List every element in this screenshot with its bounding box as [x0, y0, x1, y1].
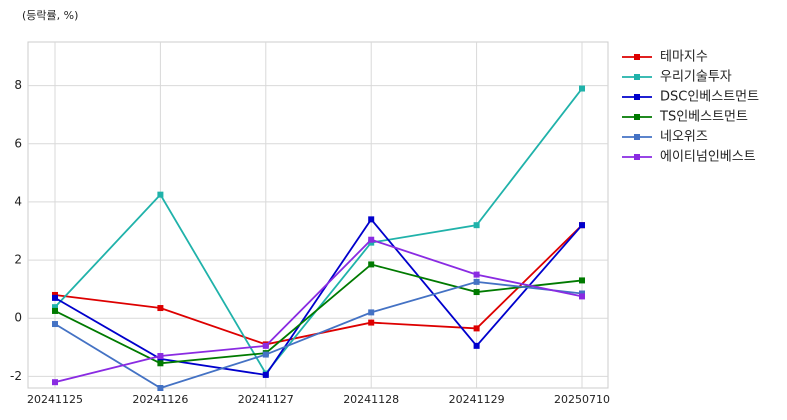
point: [52, 304, 58, 311]
legend-marker: [634, 114, 640, 120]
point: [262, 351, 269, 358]
legend-marker: [634, 154, 640, 160]
y-axis-label: (등락률, %): [22, 9, 78, 22]
legend-label: TS인베스트먼트: [659, 110, 748, 125]
legend-label: 네오위즈: [660, 130, 708, 145]
point: [368, 319, 375, 326]
legend-marker: [634, 74, 640, 80]
legend-label: 테마지수: [660, 50, 708, 65]
point: [157, 305, 164, 312]
x-tick-label: 20250710: [554, 393, 610, 406]
point: [157, 385, 164, 391]
series-line: [54, 280, 583, 389]
legend-label: 에이티넘인베스트: [660, 150, 756, 165]
y-tick-label: -2: [10, 369, 22, 383]
point: [579, 277, 585, 284]
series-line: [54, 217, 583, 376]
series-line: [54, 87, 583, 376]
point: [262, 371, 269, 378]
point: [579, 85, 585, 92]
point: [473, 222, 480, 229]
legend-marker: [634, 94, 640, 100]
point: [473, 325, 480, 332]
point: [368, 236, 375, 243]
y-tick-label: 8: [14, 78, 22, 92]
point: [52, 321, 58, 328]
plot-frame: [27, 41, 609, 389]
point: [579, 293, 585, 300]
series-line: [54, 238, 583, 384]
point: [262, 342, 269, 349]
point: [52, 307, 58, 314]
point: [157, 353, 164, 360]
point: [579, 222, 585, 229]
legend-label: DSC인베스트먼트: [660, 90, 759, 105]
x-tick-label: 20241126: [132, 393, 188, 406]
y-tick-label: 6: [14, 136, 22, 150]
point: [473, 342, 480, 349]
x-tick-label: 20241128: [343, 393, 399, 406]
legend-label: 우리기술투자: [660, 70, 732, 85]
point: [157, 191, 164, 198]
point: [52, 294, 58, 301]
point: [473, 278, 480, 285]
y-tick-label: 2: [14, 253, 22, 267]
x-tick-label: 20241129: [449, 393, 505, 406]
legend-marker: [634, 134, 640, 140]
y-tick-label: 0: [14, 311, 22, 325]
point: [157, 360, 164, 367]
point: [473, 271, 480, 278]
legend-marker: [634, 54, 640, 60]
point: [368, 309, 375, 316]
point: [52, 379, 58, 386]
point: [368, 261, 375, 268]
series-line: [54, 263, 583, 365]
point: [368, 216, 375, 223]
x-tick-label: 20241127: [238, 393, 294, 406]
x-tick-label: 20241125: [27, 393, 83, 406]
y-tick-label: 4: [14, 194, 22, 208]
point: [473, 289, 480, 296]
